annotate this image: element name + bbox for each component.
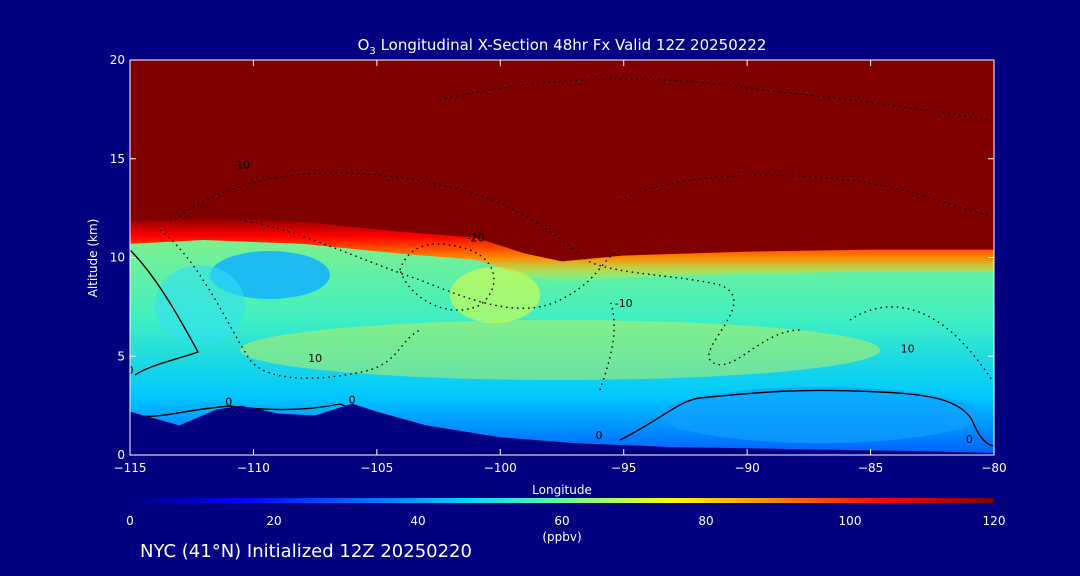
low-level-blue — [660, 387, 980, 443]
colorbar-tick-label: 60 — [554, 514, 569, 528]
colorbar-unit-label: (ppbv) — [542, 530, 581, 544]
tropopause-transition — [130, 216, 994, 284]
contour-dotted-2 — [239, 219, 621, 309]
y-tick-label: 0 — [117, 448, 125, 462]
x-tick-label: −95 — [611, 461, 636, 475]
colorbar-tick-label: 0 — [126, 514, 134, 528]
terrain-fill — [130, 403, 994, 455]
x-tick-label: −85 — [858, 461, 883, 475]
colorbar — [130, 498, 994, 503]
contour-solid-west — [130, 249, 200, 376]
chart-title: O3 Longitudinal X-Section 48hr Fx Valid … — [358, 36, 767, 57]
title-main: O — [358, 36, 370, 54]
x-tick-label: −115 — [114, 461, 147, 475]
low-ozone-west — [155, 265, 245, 345]
title-rest: Longitudinal X-Section 48hr Fx Valid 12Z… — [376, 36, 767, 54]
x-tick-label: −105 — [360, 461, 393, 475]
x-axis-label: Longitude — [532, 483, 592, 497]
contour-label: -20 — [467, 232, 485, 245]
x-tick-label: −110 — [237, 461, 270, 475]
y-axis-label: Altitude (km) — [86, 219, 100, 298]
contour-label: 0 — [225, 396, 232, 409]
colorbar-tick-label: 120 — [983, 514, 1006, 528]
plot-area: -10 -20 -10 10 10 0 0 0 0 0 — [127, 60, 994, 455]
contour-labels: -10 -20 -10 10 10 0 0 0 0 0 — [127, 159, 973, 447]
footer-initialization-text: NYC (41°N) Initialized 12Z 20250220 — [140, 541, 472, 562]
x-tick-label: −80 — [981, 461, 1006, 475]
x-axis: −115 −110 −105 −100 −95 −90 −85 −80 — [114, 60, 1007, 475]
y-tick-label: 5 — [117, 349, 125, 363]
contour-label: 10 — [308, 352, 322, 365]
colorbar-tick-label: 80 — [698, 514, 713, 528]
yellow-blob — [450, 267, 540, 323]
colorbar-tick-label: 20 — [266, 514, 281, 528]
contour-dotted-7 — [399, 243, 495, 311]
green-band — [240, 320, 880, 380]
title-subscript: 3 — [369, 46, 375, 57]
x-tick-label: −90 — [734, 461, 759, 475]
contour-label: 0 — [349, 394, 356, 407]
x-tick-label: −100 — [484, 461, 517, 475]
contour-label: -10 — [232, 159, 250, 172]
contour-label: 0 — [596, 429, 603, 442]
contour-label: 0 — [127, 364, 134, 377]
colorbar-tick-label: 100 — [839, 514, 862, 528]
stratosphere-fill — [130, 60, 994, 262]
y-tick-label: 15 — [110, 152, 125, 166]
contour-dotted-8 — [599, 299, 615, 391]
y-tick-label: 10 — [110, 251, 125, 265]
contour-solid-east — [619, 389, 994, 447]
y-tick-label: 20 — [110, 53, 125, 67]
contour-label: 0 — [966, 433, 973, 446]
contour-label: -10 — [615, 297, 633, 310]
contour-dotted-3 — [159, 229, 421, 379]
colorbar-ticks: 0 20 40 60 80 100 120 — [126, 514, 1005, 528]
colorbar-tick-label: 40 — [410, 514, 425, 528]
contour-label: 10 — [901, 342, 915, 355]
